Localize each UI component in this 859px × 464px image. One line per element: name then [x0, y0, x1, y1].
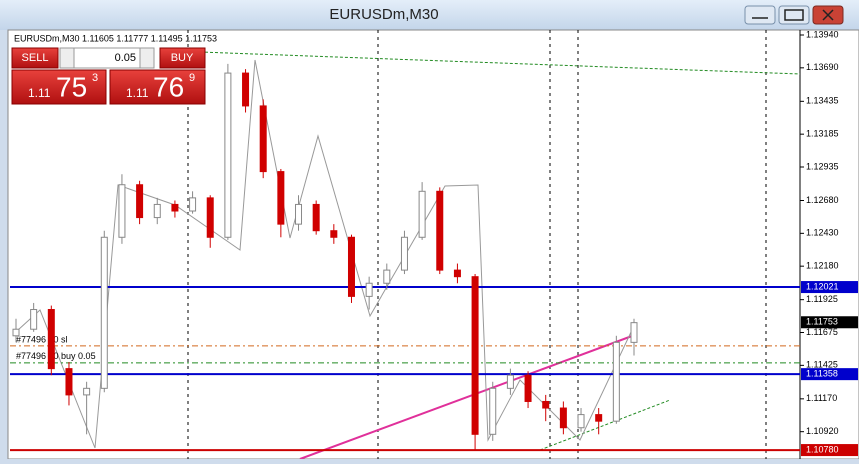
y-tick-label: 1.10920: [806, 426, 839, 436]
buy-button[interactable]: [159, 47, 206, 69]
y-tick-label: 1.11170: [806, 393, 837, 403]
buy-price-big: 76: [153, 71, 184, 102]
sell-price-big: 75: [56, 71, 87, 102]
y-tick-label: 1.12935: [806, 161, 839, 171]
candle-body: [224, 72, 232, 238]
candle-body: [47, 309, 55, 370]
candle-body: [83, 387, 91, 396]
candle-body: [295, 203, 303, 225]
order-label: #77496 60 buy 0.05: [16, 351, 96, 361]
candle-body: [153, 203, 161, 219]
buy-price-small: 9: [189, 72, 195, 84]
order-label: #77496 60 sl: [16, 334, 68, 344]
candle-body: [65, 368, 73, 396]
sell-price-small: 3: [92, 72, 98, 84]
level-label: 1.11358: [806, 369, 838, 379]
level-label-bg: [801, 368, 858, 381]
candle-body: [418, 190, 426, 238]
candle-body: [524, 374, 532, 402]
candle-body: [577, 414, 585, 429]
candle-body: [630, 322, 638, 343]
candle-body: [471, 276, 479, 435]
candle-body: [277, 171, 285, 225]
candle-body: [171, 203, 179, 212]
candle-body: [400, 236, 408, 271]
sell-button[interactable]: [11, 47, 59, 69]
trend-line: [539, 399, 671, 451]
buy-label: BUY: [171, 52, 194, 64]
y-tick-label: 1.11425: [806, 360, 838, 370]
candle-body: [118, 184, 126, 238]
y-tick-label: 1.12180: [806, 261, 839, 271]
lot-up[interactable]: [139, 47, 155, 69]
title-bar: [0, 0, 859, 30]
candle-body: [242, 72, 250, 107]
candle-body: [206, 197, 214, 238]
candle-body: [12, 328, 20, 337]
chart-header: EURUSDm,M30 1.11605 1.11777 1.11495 1.11…: [14, 33, 217, 43]
level-label-bg: [801, 281, 858, 294]
lot-value: 0.05: [115, 52, 136, 64]
y-tick-label: 1.11675: [806, 327, 838, 337]
candle-body: [612, 341, 620, 422]
window-icons: [752, 9, 834, 21]
candle-body: [259, 105, 267, 173]
candle-body: [347, 236, 355, 297]
candle-body: [383, 269, 391, 284]
candle-body: [30, 309, 38, 330]
candle-body: [330, 230, 338, 238]
buy-price-prefix: 1.11: [126, 86, 149, 100]
sell-price-box[interactable]: [11, 69, 107, 105]
candle-body: [136, 184, 144, 219]
sell-price-prefix: 1.11: [28, 86, 51, 100]
trade-panel: SELL 0.05 BUY 1.11 75 3 1.11 76 9: [11, 47, 206, 105]
candle-body: [542, 400, 550, 409]
moving-average: [299, 335, 633, 460]
buy-price-box[interactable]: [109, 69, 206, 105]
window-title: EURUSDm,M30: [329, 6, 438, 23]
trend-line: [199, 51, 801, 75]
candle-body: [489, 387, 497, 435]
maximize-button[interactable]: [778, 5, 810, 25]
y-tick-label: 1.11925: [806, 294, 838, 304]
current-price-bg: [801, 316, 858, 329]
sell-label: SELL: [22, 52, 49, 64]
candle-body: [595, 414, 603, 422]
candle-body: [100, 236, 108, 389]
candle-body: [189, 197, 197, 212]
current-price-label: 1.11753: [806, 317, 838, 327]
candle-body: [312, 203, 320, 232]
y-tick-label: 1.13185: [806, 129, 839, 139]
level-label: 1.12021: [806, 281, 839, 291]
y-tick-label: 1.12430: [806, 228, 839, 238]
candle-body: [506, 374, 514, 389]
y-tick-label: 1.13940: [806, 29, 839, 39]
level-label: 1.10780: [806, 444, 839, 454]
lot-down[interactable]: [59, 47, 75, 69]
y-tick-label: 1.13690: [806, 62, 839, 72]
candle-body: [453, 269, 461, 278]
level-label-bg: [801, 444, 858, 457]
candle-body: [365, 282, 373, 297]
y-tick-label: 1.12680: [806, 195, 839, 205]
candle-body: [559, 407, 567, 429]
candle-body: [436, 190, 444, 271]
y-tick-label: 1.13435: [806, 96, 839, 106]
minimize-button[interactable]: [744, 5, 776, 25]
